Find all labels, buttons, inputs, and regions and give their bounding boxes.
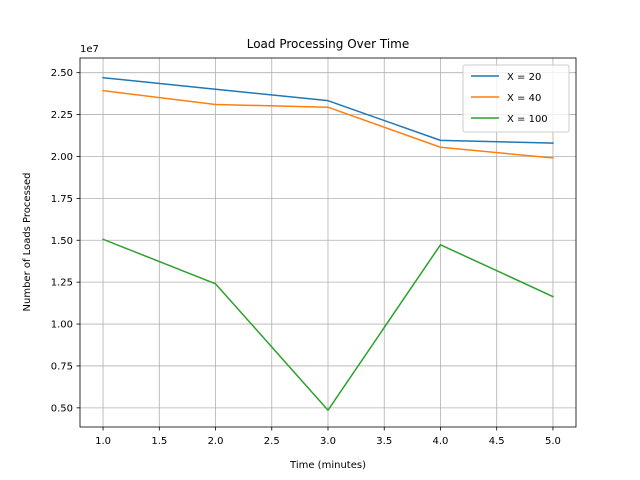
- legend-label: X = 20: [507, 72, 541, 83]
- y-tick-label: 1.00: [51, 320, 73, 331]
- y-tick-label: 0.50: [51, 403, 73, 414]
- x-tick-label: 4.0: [433, 436, 449, 447]
- y-tick-label: 1.75: [51, 194, 73, 205]
- y-tick-label: 1.50: [51, 236, 73, 247]
- series-line: [102, 76, 554, 144]
- x-tick-label: 3.5: [376, 436, 392, 447]
- x-tick-label: 5.0: [545, 436, 561, 447]
- x-tick-label: 4.5: [489, 436, 505, 447]
- x-tick-label: 1.5: [151, 436, 167, 447]
- legend-frame: [462, 64, 570, 133]
- legend-label: X = 40: [507, 93, 541, 104]
- y-axis-ticks: 0.50 0.75 1.00 1.25 1.50 1.75 2.00 2.25 2.50: [51, 68, 80, 414]
- chart-title: Load Processing Over Time: [247, 37, 410, 51]
- series-layer: [102, 76, 554, 411]
- y-tick-label: 0.75: [51, 361, 73, 372]
- x-tick-label: 3.0: [320, 436, 336, 447]
- x-tick-label: 2.0: [208, 436, 224, 447]
- x-tick-label: 2.5: [264, 436, 280, 447]
- y-tick-label: 1.25: [51, 278, 73, 289]
- y-tick-label: 2.25: [51, 110, 73, 121]
- y-tick-label: 2.50: [51, 68, 73, 79]
- legend-label: X = 100: [507, 114, 548, 125]
- series-line: [102, 238, 554, 411]
- y-tick-label: 2.00: [51, 152, 73, 163]
- x-axis-label: Time (minutes): [289, 460, 366, 471]
- x-axis-ticks: 1.0 1.5 2.0 2.5 3.0 3.5 4.0 4.5 5.0: [95, 427, 561, 447]
- x-tick-label: 1.0: [95, 436, 111, 447]
- y-offset-label: 1e7: [80, 44, 99, 55]
- legend: X = 20 X = 40 X = 100: [462, 64, 570, 133]
- y-axis-label: Number of Loads Processed: [22, 173, 33, 312]
- series-line: [102, 89, 554, 159]
